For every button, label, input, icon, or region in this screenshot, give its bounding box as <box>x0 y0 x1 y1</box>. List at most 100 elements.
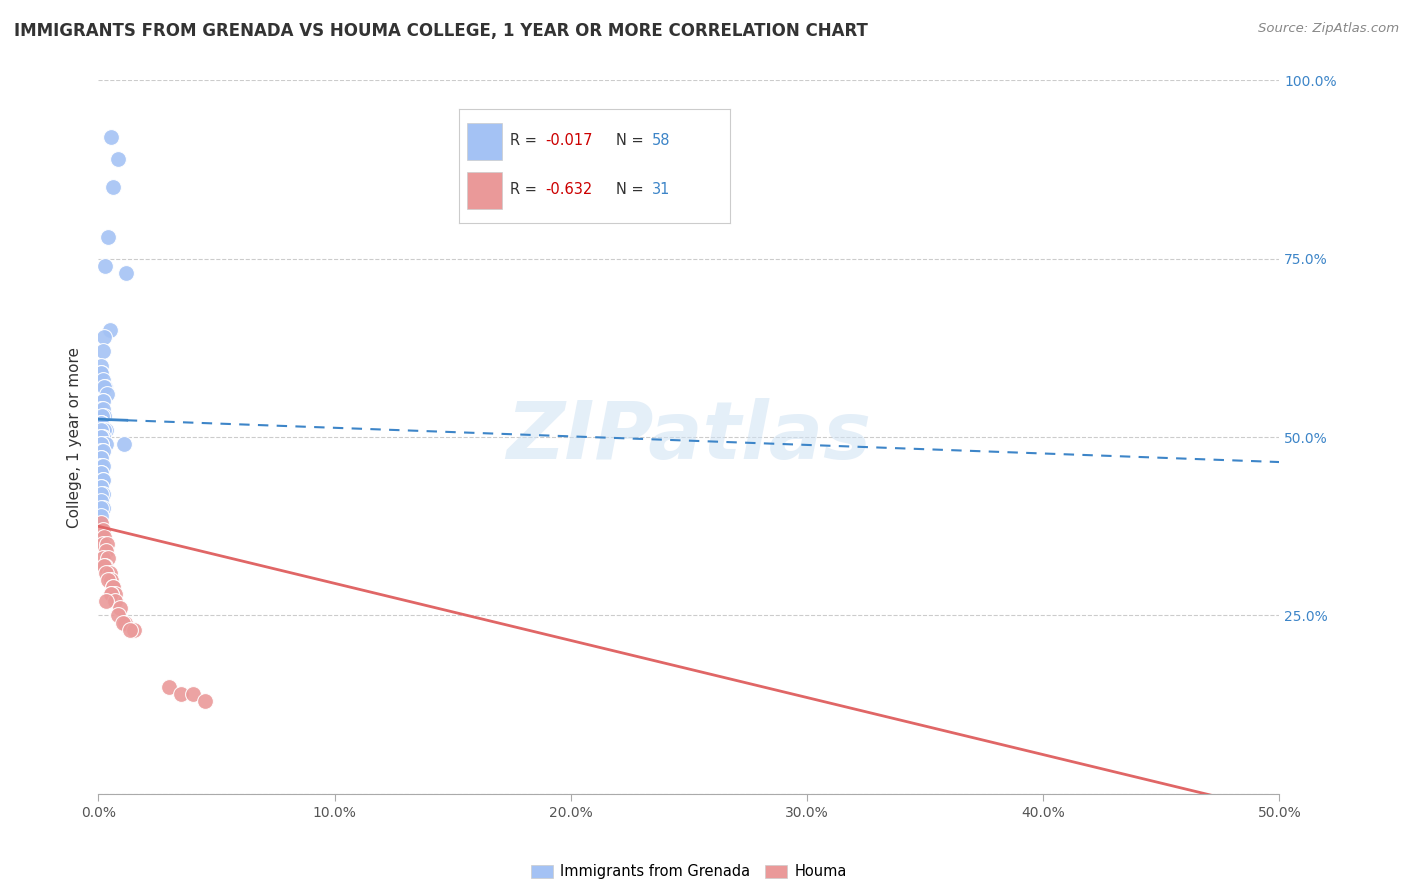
Point <box>90 480 112 494</box>
Point <box>90 423 112 437</box>
Point <box>124 623 146 637</box>
Point <box>90 430 112 444</box>
Point <box>112 437 135 451</box>
Point <box>93 473 115 487</box>
Point <box>90 416 112 430</box>
Point <box>91 501 114 516</box>
Point <box>90 451 112 466</box>
Point <box>157 680 180 694</box>
Point <box>94 544 117 558</box>
Point <box>108 601 131 615</box>
Point <box>96 387 118 401</box>
Point <box>90 516 112 530</box>
Y-axis label: College, 1 year or more: College, 1 year or more <box>67 347 83 527</box>
Point <box>90 458 112 473</box>
Point <box>90 437 112 451</box>
Point <box>114 615 136 630</box>
Point <box>90 444 112 458</box>
Text: 58: 58 <box>651 133 671 148</box>
Point <box>91 487 114 501</box>
Point <box>94 259 117 273</box>
Point <box>111 615 134 630</box>
Point <box>98 566 121 580</box>
Point <box>101 580 124 594</box>
Point <box>90 494 112 508</box>
Bar <box>467 122 502 161</box>
Point <box>90 466 112 480</box>
Point <box>91 394 114 409</box>
Point <box>90 423 112 437</box>
Point <box>90 458 112 473</box>
Point <box>90 501 112 516</box>
Point <box>93 430 115 444</box>
Point <box>90 430 112 444</box>
Point <box>98 323 121 337</box>
Point <box>104 587 127 601</box>
Point <box>93 330 115 344</box>
Point <box>90 466 112 480</box>
Point <box>90 508 112 523</box>
Point <box>93 558 115 573</box>
Point <box>90 451 112 466</box>
Text: IMMIGRANTS FROM GRENADA VS HOUMA COLLEGE, 1 YEAR OR MORE CORRELATION CHART: IMMIGRANTS FROM GRENADA VS HOUMA COLLEGE… <box>14 22 868 40</box>
Point <box>181 687 204 701</box>
Point <box>90 366 112 380</box>
Point <box>91 373 114 387</box>
Point <box>90 530 112 544</box>
Point <box>90 480 112 494</box>
Point <box>93 444 115 458</box>
Point <box>91 537 114 551</box>
Text: N =: N = <box>616 133 648 148</box>
Text: -0.632: -0.632 <box>546 182 593 197</box>
Text: R =: R = <box>510 182 541 197</box>
Legend: Immigrants from Grenada, Houma: Immigrants from Grenada, Houma <box>526 858 852 885</box>
Point <box>90 416 112 430</box>
Point <box>100 130 122 145</box>
Point <box>94 594 117 608</box>
Point <box>90 437 112 451</box>
Text: N =: N = <box>616 182 648 197</box>
Point <box>90 416 112 430</box>
Point <box>170 687 193 701</box>
Point <box>93 409 115 423</box>
Point <box>94 380 117 394</box>
Point <box>90 401 112 416</box>
Point <box>107 152 129 166</box>
Point <box>91 344 114 359</box>
Point <box>104 594 127 608</box>
Point <box>96 537 118 551</box>
Point <box>90 359 112 373</box>
Point <box>97 551 120 566</box>
Point <box>94 423 117 437</box>
Point <box>101 180 124 194</box>
Point <box>91 458 114 473</box>
Text: 31: 31 <box>651 182 669 197</box>
Point <box>100 587 122 601</box>
Point <box>101 580 124 594</box>
Point <box>114 266 136 280</box>
Text: Source: ZipAtlas.com: Source: ZipAtlas.com <box>1258 22 1399 36</box>
Point <box>118 623 141 637</box>
Point <box>93 551 115 566</box>
Text: -0.017: -0.017 <box>546 133 593 148</box>
Text: R =: R = <box>510 133 541 148</box>
Point <box>91 523 114 537</box>
Point <box>90 430 112 444</box>
Point <box>93 423 115 437</box>
Point <box>91 394 114 409</box>
Point <box>93 530 115 544</box>
Text: ZIPatlas: ZIPatlas <box>506 398 872 476</box>
Point <box>94 566 117 580</box>
Bar <box>467 171 502 210</box>
Point <box>93 380 115 394</box>
Point <box>97 573 120 587</box>
Point <box>100 587 122 601</box>
Point <box>94 558 117 573</box>
Point <box>93 401 115 416</box>
Point <box>94 437 117 451</box>
Point <box>91 444 114 458</box>
Point <box>90 366 112 380</box>
Point <box>107 608 129 623</box>
Point <box>100 573 122 587</box>
Point <box>91 473 114 487</box>
